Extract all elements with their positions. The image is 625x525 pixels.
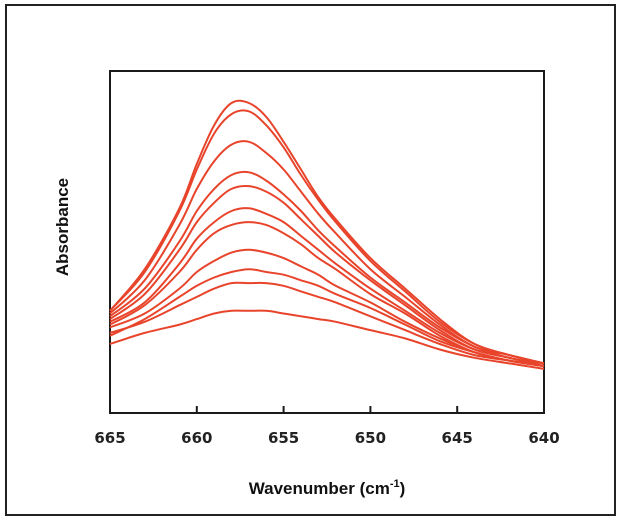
x-tick-label-650: 650 [355, 429, 386, 447]
x-tick-label-655: 655 [268, 429, 299, 447]
spectrum-line-7 [109, 221, 545, 368]
spectrum-line-8 [109, 248, 545, 368]
x-axis-title: Wavenumber (cm-1) [249, 478, 406, 498]
spectrum-line-11 [109, 268, 545, 368]
spectrum-line-1 [109, 99, 545, 365]
spectrum-line-3 [109, 140, 545, 365]
spectrum-line-4 [109, 170, 545, 365]
spectrum-line-2 [109, 109, 545, 365]
spectrum-line-9 [109, 281, 545, 368]
x-tick-label-660: 660 [181, 429, 212, 447]
plot-border [109, 70, 545, 414]
x-tick-label-665: 665 [94, 429, 125, 447]
spectrum-line-5 [109, 184, 545, 368]
x-tick-label-640: 640 [528, 429, 559, 447]
y-axis-title: Absorbance [53, 178, 72, 276]
x-axis: 665 660 655 650 645 640 [94, 406, 560, 447]
spectrum-line-10 [109, 309, 545, 370]
series-layer [109, 99, 545, 370]
plot-area [109, 70, 545, 414]
x-tick-label-645: 645 [442, 429, 473, 447]
spectrum-line-6 [109, 207, 545, 368]
